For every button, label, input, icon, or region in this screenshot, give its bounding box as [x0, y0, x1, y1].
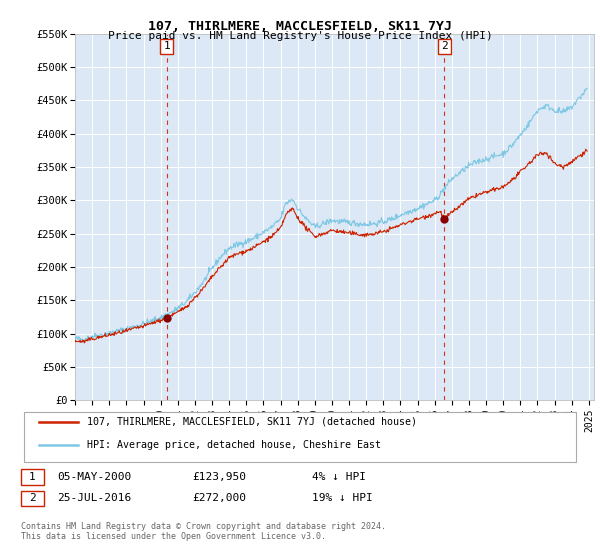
Text: HPI: Average price, detached house, Cheshire East: HPI: Average price, detached house, Ches…: [87, 440, 381, 450]
Text: 1: 1: [163, 41, 170, 52]
Text: 05-MAY-2000: 05-MAY-2000: [57, 472, 131, 482]
Text: Price paid vs. HM Land Registry's House Price Index (HPI): Price paid vs. HM Land Registry's House …: [107, 31, 493, 41]
Text: £272,000: £272,000: [192, 493, 246, 503]
Text: 2: 2: [29, 493, 36, 503]
Text: 4% ↓ HPI: 4% ↓ HPI: [312, 472, 366, 482]
Text: Contains HM Land Registry data © Crown copyright and database right 2024.
This d: Contains HM Land Registry data © Crown c…: [21, 522, 386, 542]
Text: 25-JUL-2016: 25-JUL-2016: [57, 493, 131, 503]
Text: 19% ↓ HPI: 19% ↓ HPI: [312, 493, 373, 503]
Text: 107, THIRLMERE, MACCLESFIELD, SK11 7YJ (detached house): 107, THIRLMERE, MACCLESFIELD, SK11 7YJ (…: [87, 417, 417, 427]
Text: 1: 1: [29, 472, 36, 482]
Text: 107, THIRLMERE, MACCLESFIELD, SK11 7YJ: 107, THIRLMERE, MACCLESFIELD, SK11 7YJ: [148, 20, 452, 32]
Text: £123,950: £123,950: [192, 472, 246, 482]
Text: 2: 2: [441, 41, 448, 52]
